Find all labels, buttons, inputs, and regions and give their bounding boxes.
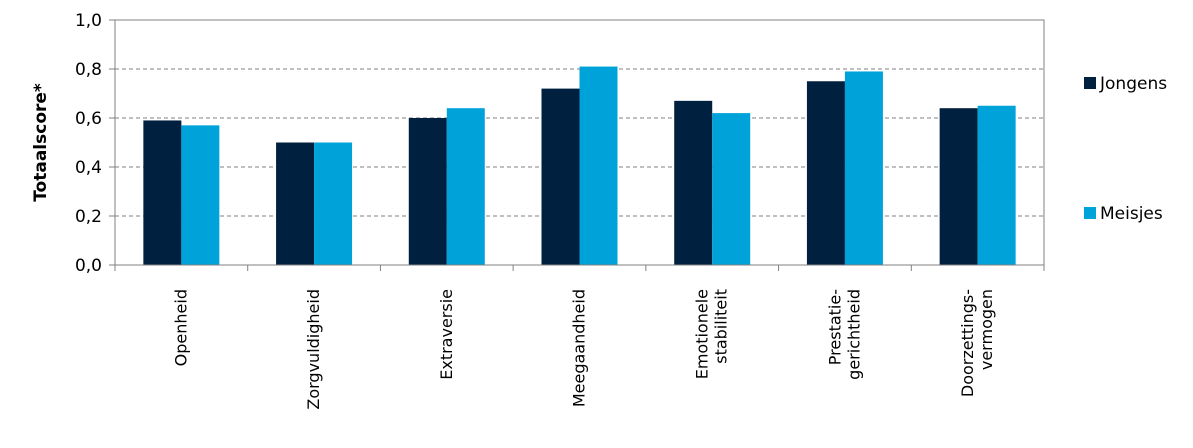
bar-jongens xyxy=(541,88,580,265)
x-category-label: stabiliteit xyxy=(712,289,731,364)
y-tick-label: 0,8 xyxy=(75,60,102,80)
bar-meisjes xyxy=(579,66,618,265)
x-category-label: vermogen xyxy=(977,289,996,370)
y-axis-label: Totaalscore* xyxy=(31,83,51,202)
bar-jongens xyxy=(276,142,315,265)
bar-jongens xyxy=(939,108,978,265)
y-tick-label: 0,2 xyxy=(75,207,102,227)
bar-meisjes xyxy=(977,105,1016,265)
x-category-label: Doorzettings- xyxy=(958,289,977,397)
y-tick-label: 0,4 xyxy=(75,158,102,178)
x-category-label: Openheid xyxy=(171,289,190,366)
bar-jongens xyxy=(806,81,845,265)
bar-jongens xyxy=(674,100,713,265)
x-category-label: Meegaandheid xyxy=(570,289,589,407)
y-tick-label: 0,0 xyxy=(75,256,102,276)
bars xyxy=(143,66,1016,265)
x-category-label: gerichtheid xyxy=(844,289,863,380)
bar-meisjes xyxy=(314,142,353,265)
x-category-label: Prestatie- xyxy=(825,289,844,365)
bar-jongens xyxy=(408,118,447,265)
bar-meisjes xyxy=(181,125,220,265)
y-tick-labels: 0,0 0,2 0,4 0,6 0,8 1,0 xyxy=(75,11,102,276)
legend-label-jongens: Jongens xyxy=(1099,74,1167,94)
x-category-label: Extraversie xyxy=(437,289,456,380)
x-category-label: Zorgvuldigheid xyxy=(304,289,323,410)
bar-meisjes xyxy=(446,108,485,265)
legend-swatch-meisjes xyxy=(1084,207,1096,219)
x-category-labels: Openheid Zorgvuldigheid Extraversie Meegaan… xyxy=(171,289,996,410)
y-tick-label: 1,0 xyxy=(75,11,102,31)
legend-label-meisjes: Meisjes xyxy=(1100,204,1163,224)
plot-frame xyxy=(114,19,1045,266)
bar-meisjes xyxy=(844,71,883,265)
x-category-label: Emotionele xyxy=(693,289,712,379)
legend: Jongens Meisjes xyxy=(1084,74,1167,224)
y-tick-label: 0,6 xyxy=(75,109,102,129)
bar-meisjes xyxy=(712,113,751,265)
legend-swatch-jongens xyxy=(1084,77,1096,89)
bar-jongens xyxy=(143,120,182,265)
